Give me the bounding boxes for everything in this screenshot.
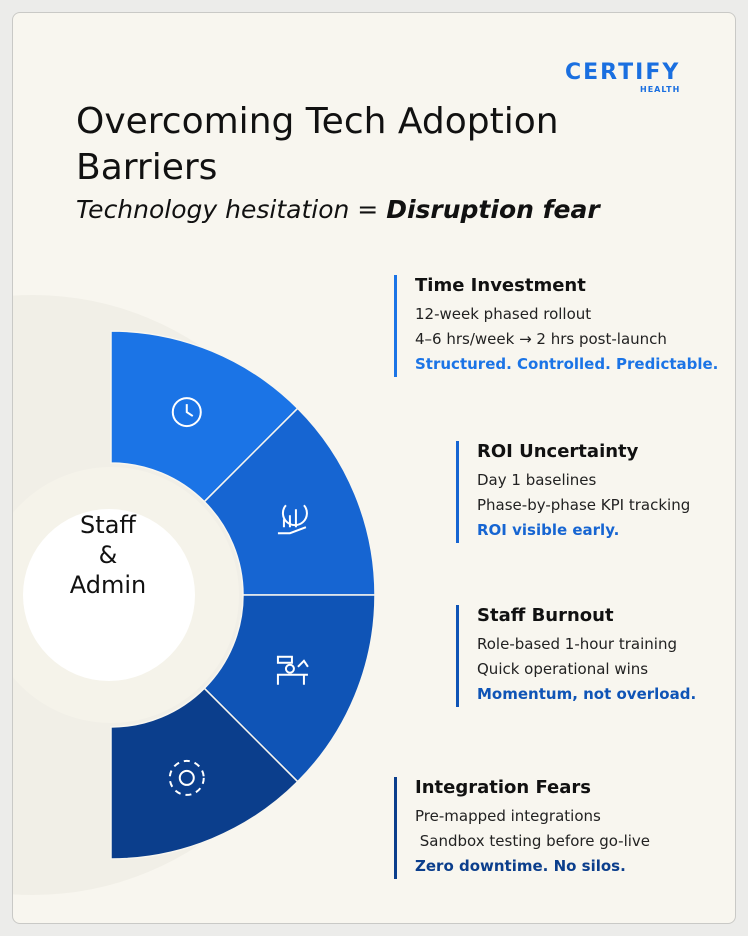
barrier-line: Phase-by-phase KPI tracking: [477, 496, 691, 514]
barrier-tagline: Momentum, not overload.: [477, 685, 697, 703]
icon-part: [171, 397, 202, 428]
barrier: Integration Fears Pre-mapped integrations…: [394, 777, 650, 879]
barrier-title: Integration Fears: [415, 777, 591, 798]
infographic-card: CERTIFY HEALTH Overcoming Tech Adoption …: [12, 12, 736, 924]
barrier-line: Sandbox testing before go-live: [415, 832, 651, 850]
center-circle: [23, 509, 195, 681]
icon-part: [168, 759, 205, 796]
barrier-title: ROI Uncertainty: [477, 441, 639, 462]
barrier-title: Staff Burnout: [477, 605, 614, 626]
segment: [110, 330, 299, 503]
barrier-line: 12-week phased rollout: [415, 305, 592, 323]
icon-part: [281, 504, 308, 527]
title: Overcoming Tech Adoption Barriers: [76, 101, 559, 188]
icon-part: [284, 663, 295, 674]
segment-icon: [168, 759, 205, 796]
center-line: &: [98, 541, 118, 569]
icon-part: [178, 769, 195, 786]
segment-icon: [171, 397, 202, 428]
barrier-tagline: Structured. Controlled. Predictable.: [415, 355, 719, 373]
segment-icon: [276, 655, 309, 685]
center-label: Staff & Admin: [23, 510, 193, 600]
subtitle: Technology hesitation = Disruption fear: [76, 195, 600, 224]
segment: [203, 594, 376, 783]
center-line: Admin: [69, 571, 147, 599]
barrier-line: Role-based 1-hour training: [477, 635, 677, 653]
barrier-line: 4–6 hrs/week → 2 hrs post-launch: [415, 330, 667, 348]
barrier: ROI Uncertainty Day 1 baselines Phase-by-p…: [456, 441, 690, 543]
segment: [203, 407, 376, 596]
icon-part: [185, 404, 194, 417]
barrier-tagline: Zero downtime. No silos.: [415, 857, 626, 875]
subtitle-emphasis: Disruption fear: [386, 195, 600, 224]
barrier-line: Quick operational wins: [477, 660, 649, 678]
icon-part: [276, 659, 309, 685]
logo-name: CERTIFY: [565, 60, 681, 85]
center-line: Staff: [80, 511, 136, 539]
barrier: Time Investment 12-week phased rollout 4–6…: [394, 275, 718, 377]
barrier-tagline: ROI visible early.: [477, 521, 620, 539]
segment: [110, 687, 299, 860]
barrier-line: Day 1 baselines: [477, 471, 597, 489]
subtitle-prefix: Technology hesitation =: [76, 195, 379, 224]
logo-sub: HEALTH: [640, 85, 681, 94]
barrier-title: Time Investment: [415, 275, 586, 296]
icon-part: [277, 509, 307, 535]
graphic: [13, 295, 376, 895]
barrier: Staff Burnout Role-based 1-hour training Q…: [456, 605, 696, 707]
icon-part: [276, 655, 293, 664]
segment-icon: [277, 504, 308, 535]
logo: CERTIFY HEALTH: [565, 60, 681, 95]
barrier-line: Pre-mapped integrations: [415, 807, 601, 825]
